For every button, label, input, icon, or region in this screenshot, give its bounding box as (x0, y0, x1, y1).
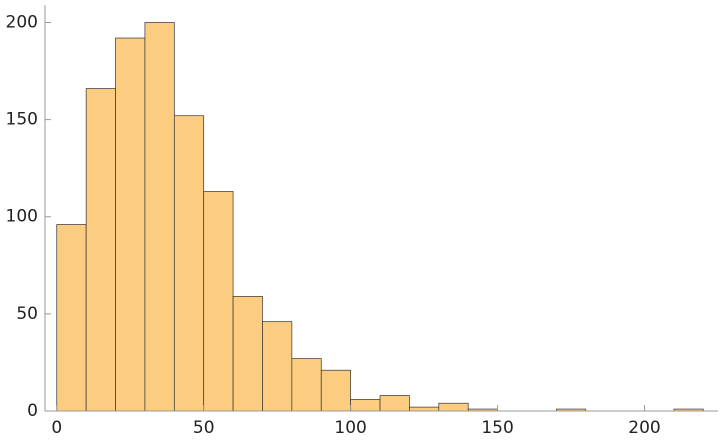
bar (262, 321, 293, 412)
bar (56, 224, 87, 412)
bar (350, 398, 381, 412)
bar (409, 406, 440, 412)
x-tick-label: 100 (334, 418, 366, 438)
x-tick-label: 200 (628, 418, 660, 438)
y-tick-label: 0 (27, 401, 38, 421)
bar (144, 22, 175, 412)
bar (320, 369, 351, 412)
x-tick-label: 50 (193, 418, 215, 438)
bar (173, 115, 205, 412)
bar (115, 37, 146, 412)
x-tick-label: 150 (481, 418, 513, 438)
bar (379, 395, 410, 412)
y-tick-label: 100 (6, 207, 38, 227)
x-tick-label: 0 (51, 418, 62, 438)
bar (85, 88, 116, 412)
bar (232, 296, 263, 412)
bar (203, 191, 234, 412)
y-tick-label: 200 (6, 12, 38, 32)
y-tick-label: 150 (6, 110, 38, 130)
bar (438, 402, 469, 412)
y-tick-label: 50 (16, 304, 38, 324)
bar (291, 358, 322, 412)
